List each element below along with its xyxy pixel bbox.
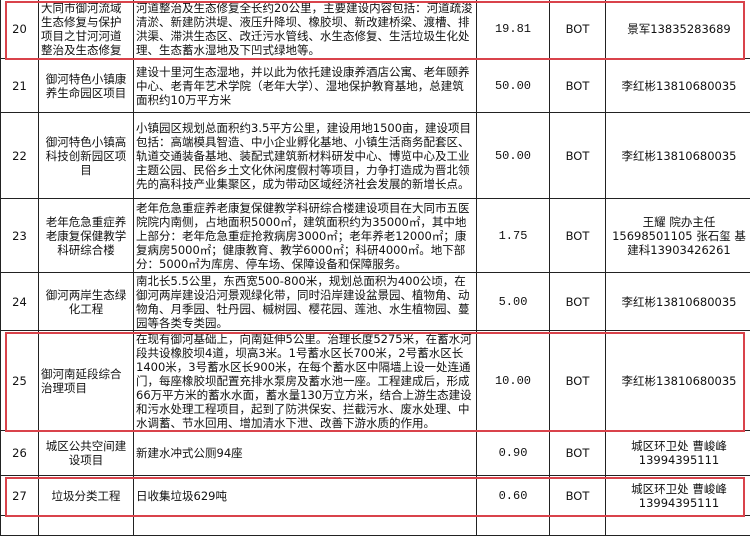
project-name: 城区公共空间建设项目: [39, 431, 134, 476]
row-number: 25: [1, 331, 39, 431]
empty-cell: [134, 516, 477, 536]
cooperation-mode: BOT: [550, 476, 606, 516]
investment-amount: 50.00: [477, 113, 550, 199]
cooperation-mode: BOT: [550, 273, 606, 331]
row-number: 20: [1, 0, 39, 59]
contact-info: 城区环卫处 曹峻峰 13994395111: [606, 431, 750, 476]
project-description: 南北长5.5公里，东西宽500-800米，规划总面积为400公顷，在御河两岸建设…: [134, 273, 477, 331]
investment-amount: 19.81: [477, 0, 550, 59]
investment-amount: 50.00: [477, 59, 550, 113]
empty-cell: [1, 516, 39, 536]
project-description: 在现有御河基础上，向南延伸5公里。治理长度5275米，在蓄水河段共设橡胶坝4道，…: [134, 331, 477, 431]
row-number: 27: [1, 476, 39, 516]
investment-amount: 10.00: [477, 331, 550, 431]
contact-info: 李红彬13810680035: [606, 331, 750, 431]
row-number: 23: [1, 199, 39, 273]
project-name: 老年危急重症养老康复保健教学科研综合楼: [39, 199, 134, 273]
contact-info: 城区环卫处 曹峻峰 13994395111: [606, 476, 750, 516]
cooperation-mode: BOT: [550, 59, 606, 113]
project-description: 新建水冲式公厕94座: [134, 431, 477, 476]
cooperation-mode: BOT: [550, 113, 606, 199]
project-description: 小镇园区规划总面积约3.5平方公里，建设用地1500亩，建设项目包括：高端模具智…: [134, 113, 477, 199]
investment-amount: 0.90: [477, 431, 550, 476]
project-name: 御河两岸生态绿化工程: [39, 273, 134, 331]
project-name: 御河特色小镇高科技创新园区项目: [39, 113, 134, 199]
empty-cell: [477, 516, 550, 536]
contact-info: 景军13835283689: [606, 0, 750, 59]
contact-info: 李红彬13810680035: [606, 113, 750, 199]
contact-info: 李红彬13810680035: [606, 59, 750, 113]
contact-info: 李红彬13810680035: [606, 273, 750, 331]
empty-cell: [39, 516, 134, 536]
project-name: 大同市御河流域生态修复与保护项目之甘河河道整治及生态修复: [39, 0, 134, 59]
row-number: 26: [1, 431, 39, 476]
project-description: 日收集垃圾629吨: [134, 476, 477, 516]
investment-amount: 0.60: [477, 476, 550, 516]
investment-amount: 5.00: [477, 273, 550, 331]
cooperation-mode: BOT: [550, 331, 606, 431]
project-description: 河道整治及生态修复全长约20公里，主要建设内容包括：河道疏浚清淤、新建防洪堤、液…: [134, 0, 477, 59]
empty-cell: [606, 516, 750, 536]
contact-info: 王耀 院办主任15698501105 张石玺 基建科13903426261: [606, 199, 750, 273]
investment-amount: 1.75: [477, 199, 550, 273]
row-number: 24: [1, 273, 39, 331]
cooperation-mode: BOT: [550, 199, 606, 273]
cooperation-mode: BOT: [550, 0, 606, 59]
project-name: 御河特色小镇康养生命园区项目: [39, 59, 134, 113]
row-number: 21: [1, 59, 39, 113]
project-description: 建设十里河生态湿地，并以此为依托建设康养酒店公寓、老年颐养中心、老青年艺术学院（…: [134, 59, 477, 113]
empty-cell: [550, 516, 606, 536]
table-row: [1, 516, 750, 536]
cooperation-mode: BOT: [550, 431, 606, 476]
project-description: 老年危急重症养老康复保健教学科研综合楼建设项目在大同市五医院院内南侧，占地面积5…: [134, 199, 477, 273]
project-name: 垃圾分类工程: [39, 476, 134, 516]
row-number: 22: [1, 113, 39, 199]
project-name: 御河南延段综合治理项目: [39, 331, 134, 431]
